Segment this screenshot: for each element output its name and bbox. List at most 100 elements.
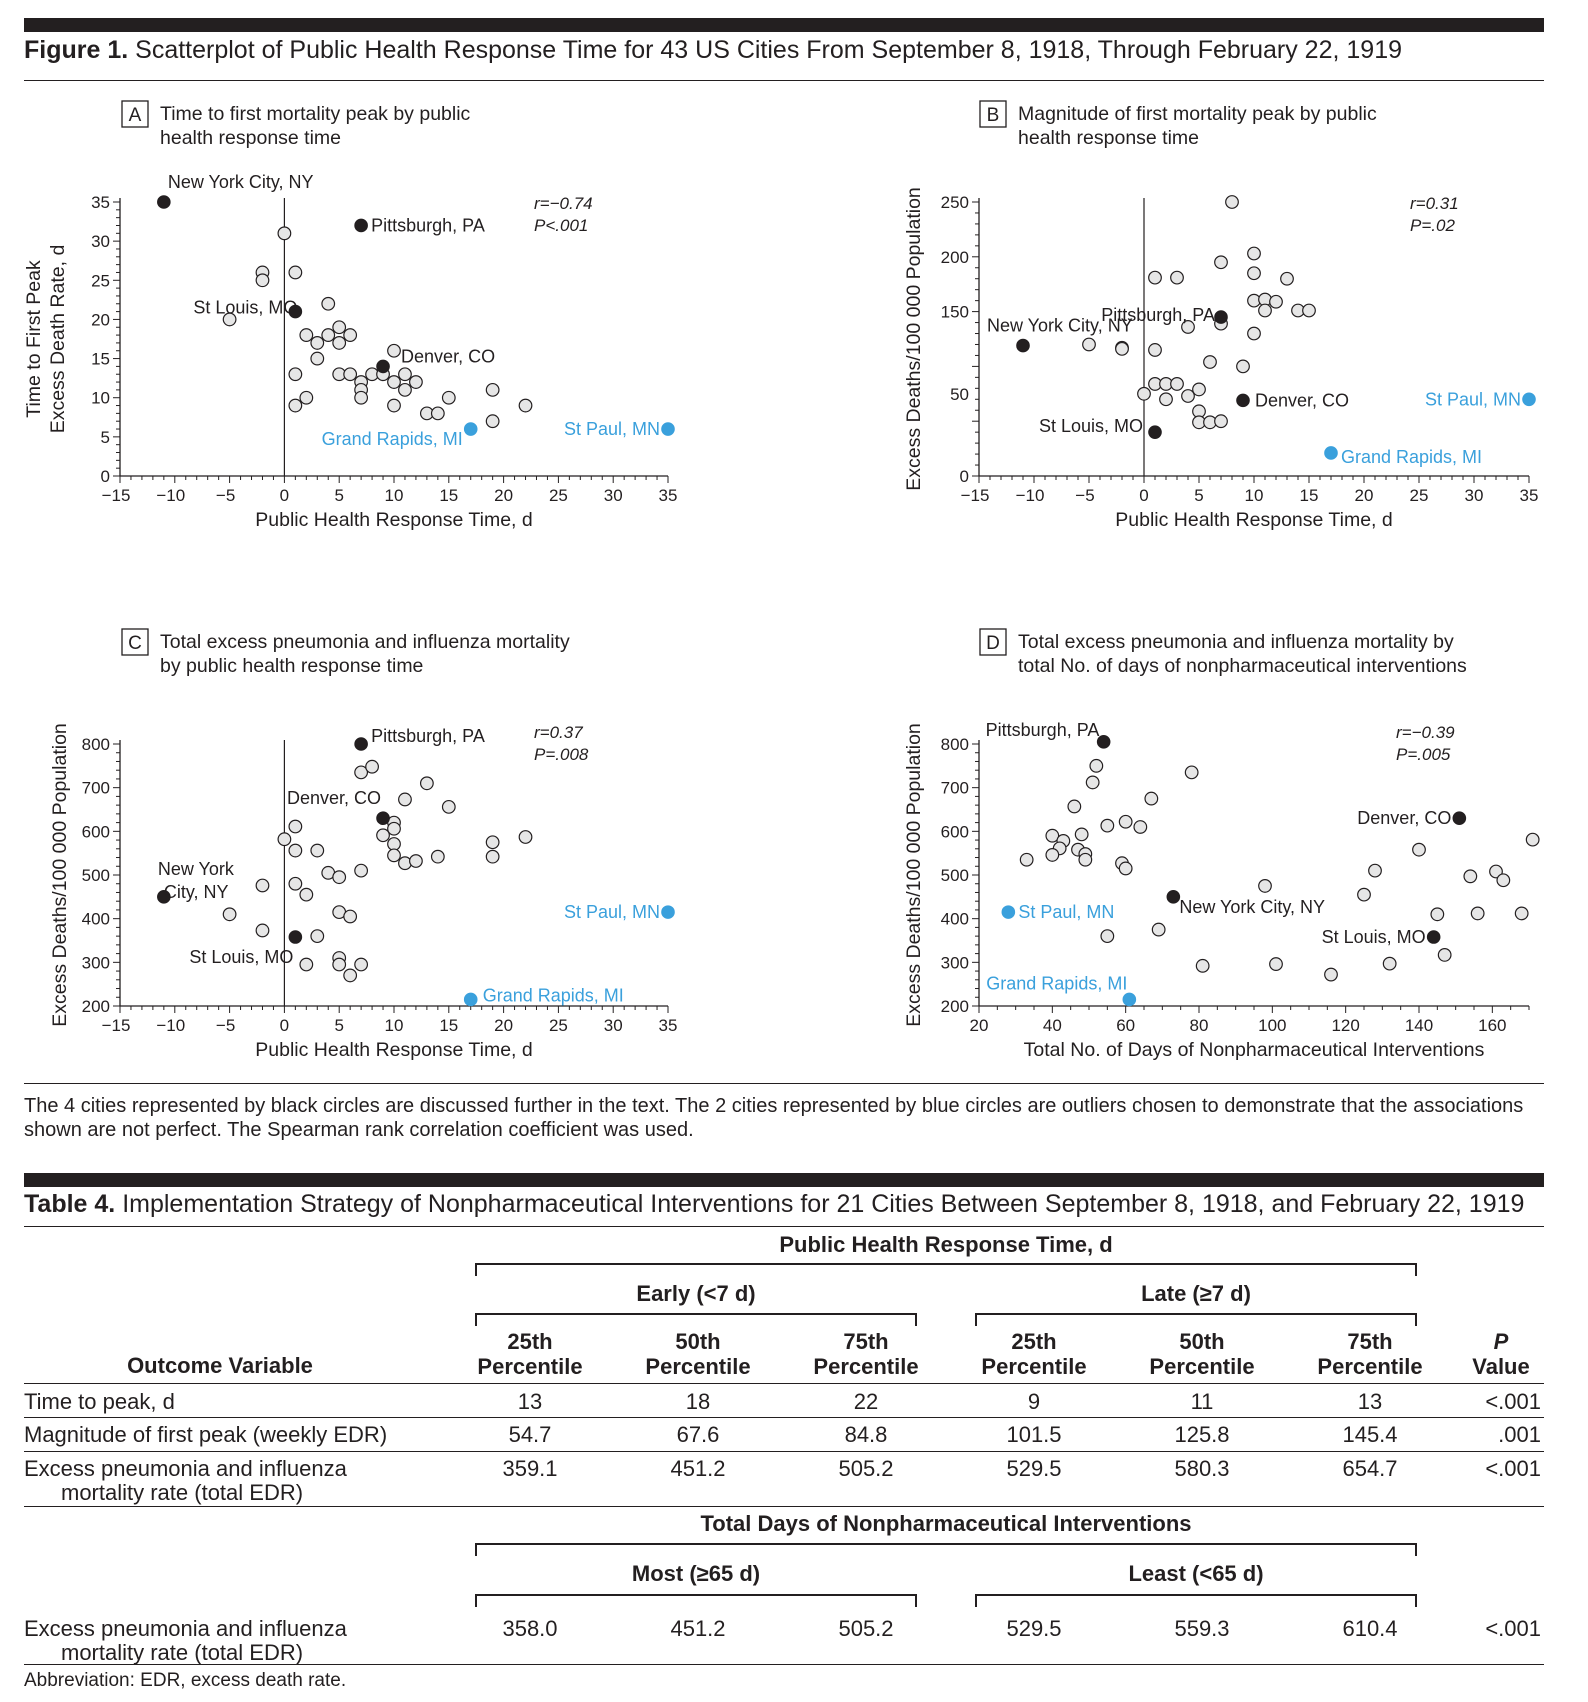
table-cell: 11 [1190,1389,1214,1414]
data-point [430,849,445,864]
data-point [1045,848,1060,862]
city-label: City, NY [164,882,229,902]
y-axis-label: Time to First Peak [23,260,45,418]
data-point [1151,922,1166,937]
data-point [1214,255,1228,270]
table-cell: 529.5 [1006,1616,1062,1641]
data-point [1045,828,1060,843]
panel-title-line: by public health response time [160,655,423,677]
table-cell: 67.6 [676,1422,720,1447]
column-header: Percentile [477,1354,583,1379]
table-cell: 84.8 [844,1422,888,1447]
data-point [1137,386,1151,401]
panel-letter-box [121,628,149,656]
x-tick-label: 5 [334,1016,343,1035]
data-point [1368,863,1382,878]
city-label: St Paul, MN [564,902,660,922]
table-title-rule [24,1226,1544,1227]
x-tick-label: 30 [604,486,623,505]
panel-title-line: health response time [160,127,341,149]
x-tick-label: 40 [1043,1016,1062,1035]
data-point [1100,929,1115,944]
chart-panel-b: B Magnitude of first mortality peak by pu… [903,100,1539,531]
x-tick-label: 35 [659,1016,678,1035]
data-point [1144,791,1159,806]
x-tick-label: 35 [1520,486,1539,505]
data-point [343,328,358,342]
x-tick-label: −15 [102,1016,131,1035]
y-tick-label: 200 [941,997,969,1016]
city-label: Grand Rapids, MI [986,973,1127,993]
x-tick-label: 20 [494,486,513,505]
data-point [1225,195,1239,209]
panel-letter: D [986,633,1000,654]
y-axis-label: Excess Deaths/100 000 Population [49,723,71,1027]
data-point [1269,294,1283,309]
highlighted-point [1214,310,1228,324]
highlighted-point [288,304,303,319]
x-tick-label: 100 [1258,1016,1286,1035]
table-cell: 654.7 [1342,1456,1398,1481]
data-point [1357,887,1371,902]
y-tick-label: 300 [82,953,110,972]
highlighted-point [376,811,390,826]
y-tick-label: 250 [941,193,969,212]
least-bracket [975,1594,1417,1596]
city-label: Denver, CO [401,346,495,366]
table-abbreviation: Abbreviation: EDR, excess death rate. [24,1670,347,1691]
x-tick-label: −10 [1016,486,1045,505]
highlighted-point [661,422,675,436]
table-cell: 358.0 [502,1616,558,1641]
row-label: Time to peak, d [24,1389,175,1414]
panel-letter-box [979,628,1007,656]
column-header: 75th [843,1329,889,1354]
y-tick-label: 300 [941,953,969,972]
late-bracket-left [975,1313,977,1326]
y-tick-label: 500 [82,866,110,885]
y-tick-label: 25 [91,271,110,290]
y-tick-label: 15 [91,350,110,369]
data-point [255,923,270,938]
data-point [1324,967,1338,982]
data-point [485,382,500,397]
city-label: Denver, CO [1357,808,1451,828]
data-point [1236,359,1250,374]
data-point [288,876,303,891]
late-bracket [975,1313,1417,1315]
x-tick-label: 10 [385,486,404,505]
data-point [387,837,401,851]
x-tick-label: 5 [334,486,343,505]
y-tick-label: 150 [941,303,969,322]
city-label: Grand Rapids, MI [1341,447,1482,467]
x-axis-label: Total No. of Days of Nonpharmaceutical I… [1024,1039,1485,1061]
row-label: Excess pneumonia and influenza [24,1456,347,1481]
data-point [310,929,325,944]
p-value-cell: .001 [1498,1422,1541,1447]
y-axis-label: Excess Deaths/100 000 Population [903,187,925,491]
data-point [1089,758,1104,773]
y-tick-label: 35 [91,193,110,212]
data-point [1078,852,1093,867]
x-tick-label: 10 [385,1016,404,1035]
highlighted-point [354,737,368,751]
city-label: St Louis, MO [1039,416,1143,436]
x-axis-label: Public Health Response Time, d [255,509,532,531]
x-tick-label: −15 [102,486,131,505]
y-tick-label: 20 [91,310,110,329]
x-tick-label: 30 [604,1016,623,1035]
table-title-text: Implementation Strategy of Nonpharmaceut… [122,1190,1525,1218]
table-cell: 13 [1357,1389,1383,1414]
figure-caption: The 4 cities represented by black circle… [24,1095,1524,1141]
y-tick-label: 600 [941,822,969,841]
highlighted-point [354,218,368,233]
x-tick-label: 25 [1410,486,1429,505]
panel-title-line: health response time [1018,127,1199,149]
data-point [387,343,401,358]
panel-title-line: Magnitude of first mortality peak by pub… [1018,103,1377,125]
table-cell: 54.7 [508,1422,552,1447]
data-point [343,968,358,983]
y-tick-label: 30 [91,232,110,251]
data-point [1412,842,1426,857]
city-label: St Paul, MN [1425,389,1521,409]
row-label: Magnitude of first peak (weekly EDR) [24,1422,388,1447]
